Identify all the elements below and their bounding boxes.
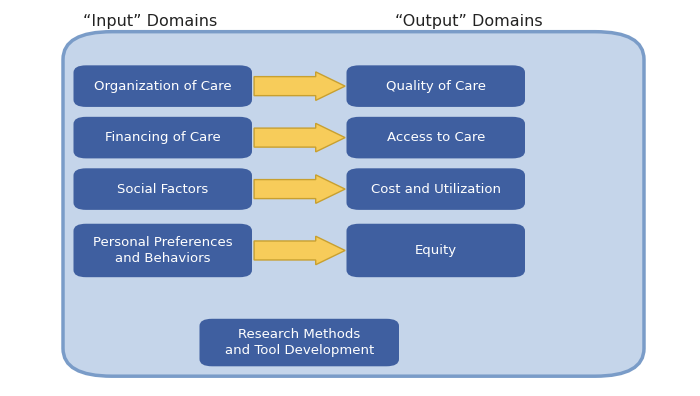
Polygon shape <box>254 72 345 100</box>
Text: Financing of Care: Financing of Care <box>105 131 220 144</box>
FancyBboxPatch shape <box>346 65 525 107</box>
Text: Personal Preferences
and Behaviors: Personal Preferences and Behaviors <box>93 236 232 265</box>
Text: Cost and Utilization: Cost and Utilization <box>371 183 500 196</box>
Text: “Output” Domains: “Output” Domains <box>395 14 542 29</box>
FancyBboxPatch shape <box>74 224 252 277</box>
Text: Social Factors: Social Factors <box>117 183 209 196</box>
Polygon shape <box>254 236 345 265</box>
Text: “Input” Domains: “Input” Domains <box>83 14 218 29</box>
FancyBboxPatch shape <box>346 224 525 277</box>
FancyBboxPatch shape <box>74 117 252 158</box>
Text: Quality of Care: Quality of Care <box>386 80 486 93</box>
Text: Access to Care: Access to Care <box>386 131 485 144</box>
FancyBboxPatch shape <box>199 319 399 366</box>
Text: Research Methods
and Tool Development: Research Methods and Tool Development <box>225 328 374 357</box>
FancyBboxPatch shape <box>74 168 252 210</box>
FancyBboxPatch shape <box>346 117 525 158</box>
Text: Equity: Equity <box>414 244 457 257</box>
FancyBboxPatch shape <box>74 65 252 107</box>
Text: Organization of Care: Organization of Care <box>94 80 232 93</box>
FancyBboxPatch shape <box>346 168 525 210</box>
Polygon shape <box>254 123 345 152</box>
Polygon shape <box>254 175 345 204</box>
FancyBboxPatch shape <box>63 32 644 376</box>
